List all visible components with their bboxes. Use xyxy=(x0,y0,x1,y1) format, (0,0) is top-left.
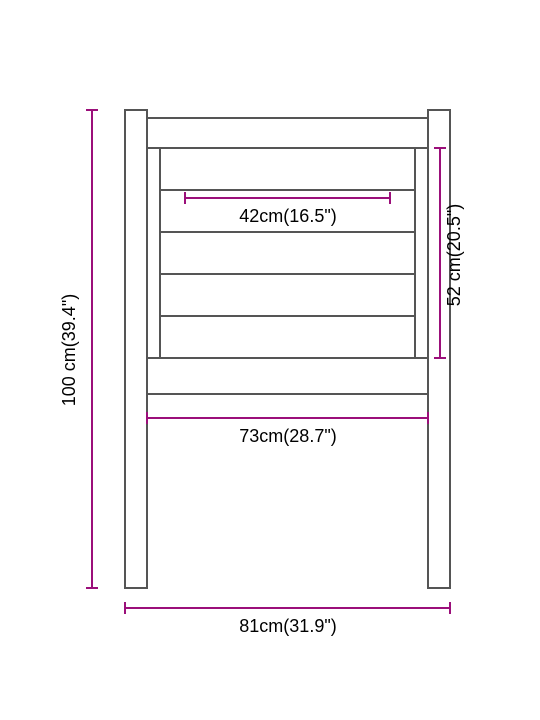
slat-2 xyxy=(160,232,415,274)
dimension-set: 100 cm(39.4") 42cm(16.5") 52 cm(20.5") 73cm… xyxy=(59,110,464,636)
dim-overall-width-label: 81cm(31.9") xyxy=(239,616,336,636)
top-rail xyxy=(147,118,428,148)
left-post xyxy=(125,110,147,588)
dim-overall-width: 81cm(31.9") xyxy=(125,608,450,636)
headboard-outline xyxy=(125,110,450,588)
dim-slat-height: 52 cm(20.5") xyxy=(440,148,464,358)
dim-slat-width: 42cm(16.5") xyxy=(185,198,390,226)
dim-height-overall: 100 cm(39.4") xyxy=(59,110,92,588)
slat-4 xyxy=(160,316,415,358)
dim-slat-width-label: 42cm(16.5") xyxy=(239,206,336,226)
slat-3 xyxy=(160,274,415,316)
dim-height-overall-label: 100 cm(39.4") xyxy=(59,294,79,406)
dim-rail-width-label: 73cm(28.7") xyxy=(239,426,336,446)
bottom-rail xyxy=(147,358,428,394)
inner-right-post xyxy=(415,148,428,358)
inner-left-post xyxy=(147,148,160,358)
slat-0 xyxy=(160,148,415,190)
dim-rail-width: 73cm(28.7") xyxy=(147,418,428,446)
dim-slat-height-label: 52 cm(20.5") xyxy=(444,204,464,306)
